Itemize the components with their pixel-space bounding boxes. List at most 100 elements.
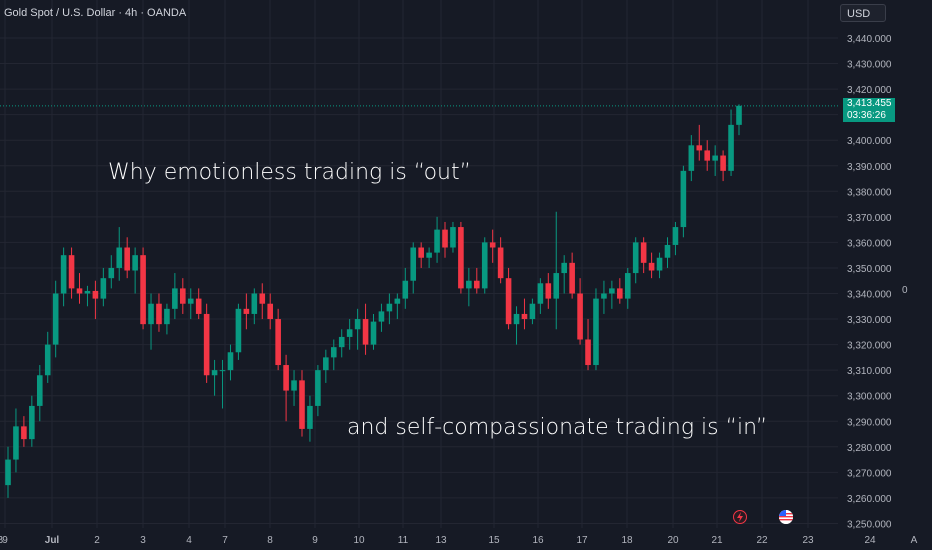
candle-body bbox=[648, 262, 655, 271]
candle-body bbox=[609, 288, 615, 294]
headline-line-1: Why emotionless trading is “out” bbox=[108, 160, 471, 185]
time-tick-label: 11 bbox=[398, 535, 409, 546]
candle-body bbox=[632, 242, 639, 274]
candle-body bbox=[156, 303, 162, 325]
candle-body bbox=[696, 145, 703, 151]
currency-selector[interactable]: USD bbox=[840, 4, 886, 22]
time-tick-label: 24 bbox=[864, 535, 876, 546]
time-tick-label: A bbox=[911, 535, 918, 546]
candle-body bbox=[307, 405, 313, 429]
candle-body bbox=[521, 313, 528, 320]
candle-body bbox=[180, 288, 186, 304]
candle-body bbox=[362, 319, 369, 345]
time-tick-label: 23 bbox=[802, 535, 814, 546]
price-tick-label: 3,400.000 bbox=[847, 136, 892, 147]
candle-body bbox=[259, 293, 266, 304]
time-tick-label: 9 bbox=[312, 535, 318, 546]
candle-body bbox=[148, 303, 154, 325]
time-axis[interactable]: 9Jul234789101113151617182021222324AB bbox=[0, 535, 918, 546]
lightning-event-icon[interactable] bbox=[733, 510, 747, 524]
candle-body bbox=[36, 375, 43, 406]
candle-body bbox=[561, 262, 567, 274]
candle-body bbox=[505, 278, 512, 325]
candle-body bbox=[545, 283, 552, 299]
current-price-tag: 3,413.455 03:36:26 bbox=[843, 98, 895, 122]
candle-body bbox=[720, 155, 726, 171]
candle-body bbox=[76, 288, 83, 294]
candle-body bbox=[323, 357, 329, 371]
candle-body bbox=[410, 247, 417, 281]
candle-body bbox=[537, 283, 544, 304]
candle-body bbox=[60, 255, 67, 294]
price-tick-label: 3,270.000 bbox=[847, 468, 892, 479]
time-tick-label: 2 bbox=[94, 535, 100, 546]
candle-body bbox=[5, 459, 11, 486]
price-tick-label: 3,340.000 bbox=[847, 290, 892, 301]
candle-body bbox=[275, 319, 281, 366]
price-tick-label: 3,310.000 bbox=[847, 366, 892, 377]
candle-body bbox=[688, 145, 695, 171]
candle-body bbox=[164, 308, 170, 325]
candle-body bbox=[617, 288, 623, 299]
candle-body bbox=[378, 311, 385, 322]
candle-body bbox=[187, 298, 194, 304]
candle-body bbox=[108, 267, 115, 279]
price-tick-label: 3,290.000 bbox=[847, 417, 892, 428]
price-tick-label: 3,330.000 bbox=[847, 315, 892, 326]
candle-body bbox=[84, 290, 91, 294]
time-tick-label: 13 bbox=[435, 535, 447, 546]
time-tick-label: 3 bbox=[140, 535, 146, 546]
time-tick-label: 10 bbox=[353, 535, 365, 546]
candle-body bbox=[601, 293, 607, 299]
candle-body bbox=[203, 313, 210, 376]
candle-body bbox=[680, 170, 687, 228]
candle-body bbox=[386, 303, 393, 312]
candle-body bbox=[712, 155, 718, 161]
candle-body bbox=[442, 229, 448, 248]
time-tick-label: 4 bbox=[186, 535, 192, 546]
time-tick-label: 16 bbox=[532, 535, 544, 546]
bar-countdown: 03:36:26 bbox=[847, 110, 886, 121]
candle-body bbox=[21, 426, 27, 440]
candle-body bbox=[235, 308, 242, 353]
candle-body bbox=[426, 252, 432, 258]
time-tick-label: 8 bbox=[267, 535, 273, 546]
candle-body bbox=[315, 370, 321, 406]
price-tick-label: 3,300.000 bbox=[847, 392, 892, 403]
candle-body bbox=[283, 365, 289, 391]
candle-body bbox=[299, 380, 305, 429]
candle-body bbox=[402, 280, 409, 299]
candle-body bbox=[219, 370, 226, 372]
time-tick-label: B bbox=[0, 535, 4, 546]
time-tick-label: 15 bbox=[488, 535, 500, 546]
candle-body bbox=[466, 280, 472, 289]
time-tick-label: 18 bbox=[621, 535, 633, 546]
candle-body bbox=[13, 426, 19, 460]
candle-body bbox=[243, 308, 250, 314]
time-tick-label: Jul bbox=[45, 535, 60, 546]
candle-body bbox=[418, 247, 424, 258]
candle-body bbox=[593, 298, 599, 366]
headline-line-2: and self-compassionate trading is “in” bbox=[347, 415, 768, 440]
time-tick-label: 22 bbox=[756, 535, 768, 546]
candle-body bbox=[458, 227, 464, 289]
candle-body bbox=[251, 293, 258, 314]
candle-body bbox=[346, 329, 353, 337]
candle-body bbox=[132, 255, 138, 271]
candle-body bbox=[291, 380, 297, 391]
candle-body bbox=[434, 229, 440, 253]
price-tick-label: 3,440.000 bbox=[847, 34, 892, 45]
candle-body bbox=[100, 278, 107, 299]
candle-body bbox=[29, 405, 35, 440]
candle-body bbox=[195, 298, 202, 314]
time-tick-label: 20 bbox=[667, 535, 679, 546]
price-axis[interactable]: 3,440.0003,430.0003,420.0003,410.0003,40… bbox=[847, 34, 892, 530]
candle-body bbox=[672, 227, 679, 245]
price-tick-label: 3,250.000 bbox=[847, 519, 892, 530]
symbol-title: Gold Spot / U.S. Dollar · 4h · OANDA bbox=[4, 7, 187, 19]
price-tick-label: 3,420.000 bbox=[847, 85, 892, 96]
candle-body bbox=[728, 124, 734, 171]
us-flag-event-icon[interactable] bbox=[779, 510, 793, 524]
candle-body bbox=[52, 293, 59, 345]
